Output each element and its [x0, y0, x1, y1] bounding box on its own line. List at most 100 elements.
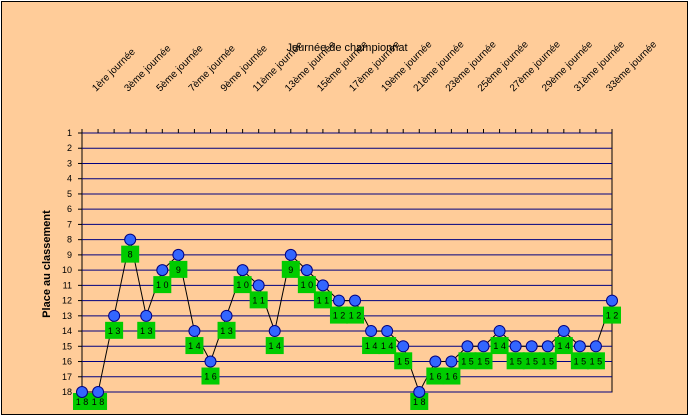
data-label-box — [73, 393, 91, 410]
data-point — [541, 340, 554, 353]
y-tick-label: 17 — [62, 372, 72, 382]
data-label-box — [265, 337, 284, 355]
y-tick-label: 15 — [62, 341, 72, 351]
data-label: 1 4 — [493, 341, 506, 351]
data-label-box — [603, 306, 621, 324]
y-axis-title: Place au classement — [41, 210, 53, 318]
data-point — [140, 309, 153, 322]
data-label-box — [313, 291, 332, 309]
data-label-box — [121, 245, 140, 263]
data-label: 1 0 — [236, 280, 249, 290]
data-label-box — [249, 291, 268, 309]
data-point — [316, 279, 329, 292]
data-label-box — [394, 352, 413, 370]
data-point — [493, 325, 506, 338]
data-point — [156, 264, 169, 277]
data-label: 1 4 — [381, 341, 394, 351]
data-point — [461, 340, 474, 353]
data-label-box — [169, 260, 188, 278]
data-point — [252, 279, 265, 292]
data-label-box — [538, 352, 557, 370]
data-label-box — [490, 337, 509, 355]
data-label: 8 — [128, 250, 133, 260]
data-point — [172, 248, 185, 261]
y-tick-label: 7 — [67, 219, 72, 229]
y-tick-label: 18 — [62, 387, 72, 397]
data-label: 1 6 — [445, 372, 458, 382]
data-label-box — [458, 352, 477, 370]
data-label-box — [554, 337, 573, 355]
y-tick-label: 6 — [67, 204, 72, 214]
data-label-box — [410, 393, 429, 410]
y-tick-label: 11 — [63, 280, 72, 290]
data-label-box — [378, 337, 397, 355]
data-label: 1 0 — [156, 280, 169, 290]
data-label: 1 6 — [204, 372, 217, 382]
data-label: 1 5 — [397, 356, 410, 366]
y-tick-label: 3 — [67, 158, 72, 168]
data-label: 1 5 — [590, 356, 603, 366]
data-label: 1 8 — [76, 397, 89, 407]
data-label: 1 4 — [558, 341, 571, 351]
data-point — [284, 248, 297, 261]
y-tick-label: 8 — [67, 235, 72, 245]
data-label-box — [522, 352, 541, 370]
data-label-box — [281, 260, 300, 278]
y-tick-label: 9 — [67, 250, 72, 260]
data-label-box — [329, 306, 348, 324]
data-point — [332, 294, 345, 307]
data-label-box — [217, 321, 236, 339]
data-point — [108, 309, 121, 322]
data-label: 9 — [288, 265, 293, 275]
data-label: 9 — [176, 265, 181, 275]
data-label: 1 1 — [317, 295, 330, 305]
data-point — [188, 325, 201, 338]
data-label-box — [570, 352, 589, 370]
data-label-box — [137, 321, 156, 339]
y-tick-label: 13 — [62, 311, 72, 321]
data-label-box — [185, 337, 204, 355]
data-point — [124, 233, 137, 246]
data-point — [429, 355, 442, 368]
data-label-box — [153, 276, 172, 294]
data-point — [477, 340, 490, 353]
data-point — [573, 340, 586, 353]
data-point — [413, 386, 426, 398]
data-label-box — [105, 321, 124, 339]
data-point — [236, 264, 249, 277]
data-label-box — [506, 352, 525, 370]
data-point — [525, 340, 538, 353]
data-label-box — [89, 393, 108, 410]
data-point — [268, 325, 281, 338]
data-label-box — [426, 367, 445, 385]
data-label: 1 2 — [349, 311, 362, 321]
data-point — [397, 340, 410, 353]
data-label: 1 0 — [301, 280, 314, 290]
y-tick-label: 10 — [62, 265, 72, 275]
data-point — [381, 325, 394, 338]
data-label: 1 4 — [365, 341, 378, 351]
data-label: 1 2 — [606, 311, 619, 321]
y-tick-label: 2 — [67, 143, 72, 153]
data-label: 1 8 — [413, 397, 426, 407]
data-label: 1 4 — [268, 341, 281, 351]
y-tick-label: 4 — [67, 174, 72, 184]
data-point — [557, 325, 570, 338]
y-tick-label: 14 — [62, 326, 72, 336]
data-label-box — [297, 276, 316, 294]
data-point — [92, 386, 105, 398]
data-point — [220, 309, 233, 322]
y-tick-label: 16 — [62, 357, 72, 367]
data-point — [365, 325, 378, 338]
data-label: 1 2 — [333, 311, 346, 321]
y-tick-label: 5 — [67, 189, 72, 199]
data-point — [300, 264, 313, 277]
data-label-box — [586, 352, 605, 370]
data-label: 1 5 — [509, 356, 522, 366]
data-label: 1 5 — [477, 356, 490, 366]
data-label: 1 5 — [541, 356, 554, 366]
chart-title: Journée de championnat — [286, 42, 407, 54]
data-label: 1 3 — [108, 326, 121, 336]
